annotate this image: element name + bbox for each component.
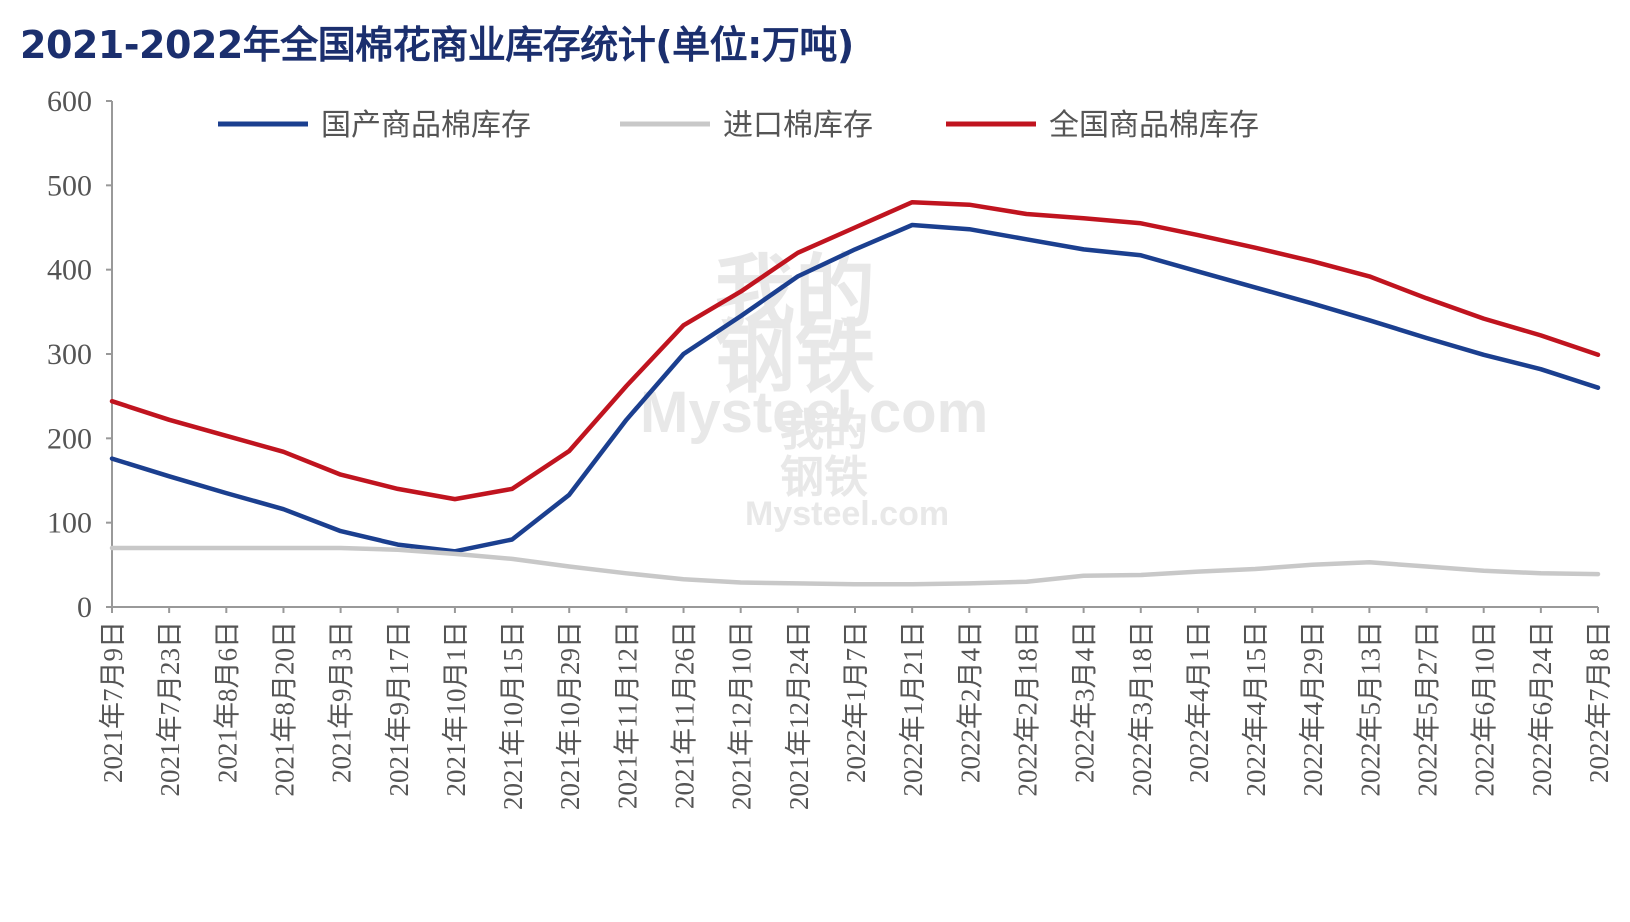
x-tick-label: 2022年6月24日: [1527, 621, 1557, 797]
watermark-brand: Mysteel.com: [640, 380, 988, 445]
chart-title: 2021-2022年全国棉花商业库存统计(单位:万吨): [20, 23, 854, 67]
y-tick-label: 500: [47, 169, 92, 202]
x-tick-label: 2021年7月23日: [155, 621, 185, 797]
x-tick-label: 2021年12月10日: [727, 621, 757, 810]
series-lines: [109, 199, 1601, 587]
x-tick-label: 2021年10月1日: [441, 621, 471, 797]
legend-label: 进口棉库存: [723, 108, 873, 143]
x-tick-label: 2021年10月29日: [555, 621, 585, 810]
x-tick-label: 2021年8月20日: [269, 621, 299, 797]
x-tick-label: 2021年11月12日: [612, 621, 642, 809]
x-tick-label: 2022年5月13日: [1355, 621, 1385, 797]
x-tick-label: 2022年1月7日: [841, 621, 871, 783]
y-tick-label: 200: [47, 422, 92, 455]
x-tick-label: 2022年1月21日: [898, 621, 928, 797]
series-line: [109, 545, 1601, 587]
watermark-text: 钢铁: [780, 453, 868, 502]
x-tick-label: 2022年3月4日: [1070, 621, 1100, 783]
watermark-text: 我的: [780, 406, 868, 455]
x-tick-label: 2022年2月4日: [955, 621, 985, 783]
x-tick-label: 2022年7月8日: [1584, 621, 1614, 783]
y-tick-label: 600: [47, 85, 92, 118]
legend-label: 国产商品棉库存: [321, 108, 531, 143]
y-tick-label: 300: [47, 338, 92, 371]
x-tick-label: 2022年4月1日: [1184, 621, 1214, 783]
x-tick-label: 2022年3月18日: [1127, 621, 1157, 797]
x-tick-label: 2021年7月9日: [98, 621, 128, 783]
legend: 国产商品棉库存 进口棉库存 全国商品棉库存: [218, 108, 1259, 143]
y-tick-label: 0: [77, 591, 92, 624]
x-tick-label: 2022年2月18日: [1012, 621, 1042, 797]
x-tick-label: 2022年4月15日: [1241, 621, 1271, 797]
y-tick-label: 100: [47, 507, 92, 540]
legend-label: 全国商品棉库存: [1049, 108, 1259, 143]
x-tick-label: 2021年12月24日: [784, 621, 814, 810]
series-line: [109, 222, 1601, 554]
x-tick-label: 2021年8月6日: [212, 621, 242, 783]
y-tick-label: 400: [47, 254, 92, 287]
watermark-brand: Mysteel.com: [745, 495, 949, 533]
x-tick-label: 2021年11月26日: [670, 621, 700, 809]
x-tick-label: 2021年9月3日: [327, 621, 357, 783]
x-tick-label: 2022年4月29日: [1298, 621, 1328, 797]
x-tick-label: 2022年6月10日: [1470, 621, 1500, 797]
x-tick-label: 2021年10月15日: [498, 621, 528, 810]
series-line: [109, 199, 1601, 502]
watermark-text: 钢铁: [715, 313, 875, 402]
x-tick-label: 2022年5月27日: [1413, 621, 1443, 797]
x-tick-label: 2021年9月17日: [384, 621, 414, 797]
